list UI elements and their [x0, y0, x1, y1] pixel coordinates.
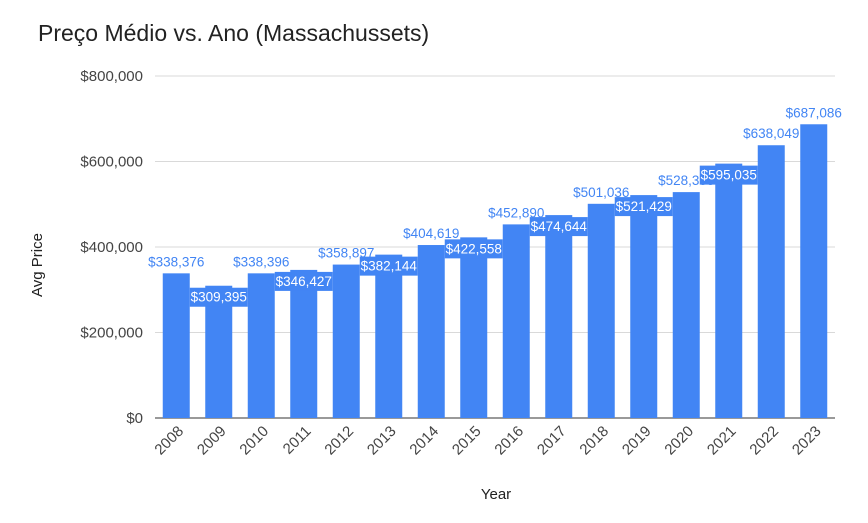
- x-tick-label: 2022: [746, 423, 782, 459]
- data-label-backdrop: [529, 217, 588, 237]
- data-label: $422,558: [446, 241, 502, 256]
- bar-2022: [757, 145, 785, 418]
- y-tick-label: $400,000: [80, 239, 143, 256]
- x-tick-label: 2015: [449, 423, 485, 459]
- bar-2017: [545, 215, 573, 418]
- data-labels: $338,376$309,395$338,396$346,427$358,897…: [148, 105, 842, 307]
- y-tick-label: $600,000: [80, 154, 143, 171]
- data-label: $474,644: [531, 219, 588, 234]
- bar-2011: [290, 269, 318, 418]
- x-tick-label: 2010: [236, 423, 272, 459]
- bar-2016: [502, 224, 530, 418]
- data-label-backdrop: [444, 239, 503, 259]
- data-label: $501,036: [573, 185, 629, 200]
- bar-2009: [205, 285, 233, 418]
- bar-2010: [247, 273, 275, 418]
- x-tick-label: 2017: [534, 423, 570, 459]
- bar-2012: [332, 264, 360, 418]
- x-axis-title: Year: [481, 486, 511, 503]
- data-label: $687,086: [786, 105, 842, 120]
- x-tick-label: 2013: [364, 423, 400, 459]
- data-label: $338,396: [233, 254, 289, 269]
- x-tick-label: 2021: [704, 423, 740, 459]
- data-label-backdrop: [699, 165, 758, 185]
- data-label: $382,144: [361, 259, 418, 274]
- x-tick-label: 2014: [406, 423, 442, 459]
- bar-2014: [417, 245, 445, 418]
- y-tick-label: $0: [126, 410, 143, 427]
- x-tick-label: 2020: [661, 423, 697, 459]
- y-axis-ticks: $0 $200,000 $400,000 $600,000 $800,000: [80, 68, 143, 427]
- bar-2023: [800, 124, 828, 418]
- x-tick-label: 2018: [576, 423, 612, 459]
- data-label-backdrop: [274, 271, 333, 291]
- x-tick-label: 2023: [789, 423, 825, 459]
- data-label: $595,035: [701, 168, 757, 183]
- data-label: $309,395: [191, 290, 247, 305]
- data-label-backdrop: [359, 256, 418, 276]
- data-label-backdrop: [614, 197, 673, 217]
- chart-title: Preço Médio vs. Ano (Massachussets): [38, 20, 430, 46]
- data-label: $521,429: [616, 199, 672, 214]
- x-axis-ticks: 2008 2009 2010 2011 2012 2013 2014 2015 2016 2017…: [151, 423, 824, 459]
- data-label: $338,376: [148, 254, 204, 269]
- y-tick-label: $200,000: [80, 325, 143, 342]
- bar-2021: [715, 163, 743, 418]
- bar-2019: [630, 195, 658, 418]
- bars: [162, 124, 828, 418]
- data-label: $638,049: [743, 126, 799, 141]
- bar-2018: [587, 203, 615, 418]
- bar-2020: [672, 192, 700, 418]
- bar-2015: [460, 237, 488, 418]
- x-tick-label: 2011: [280, 423, 315, 458]
- x-tick-label: 2012: [321, 423, 357, 459]
- data-label: $346,427: [276, 274, 332, 289]
- data-label-backdrop: [189, 287, 248, 307]
- x-tick-label: 2008: [151, 423, 187, 459]
- y-tick-label: $800,000: [80, 68, 143, 85]
- x-tick-label: 2009: [194, 423, 230, 459]
- x-tick-label: 2016: [491, 423, 527, 459]
- data-label: $452,890: [488, 205, 544, 220]
- bar-2008: [162, 273, 190, 418]
- y-axis-title: Avg Price: [29, 233, 46, 297]
- x-tick-label: 2019: [619, 423, 655, 459]
- data-label: $404,619: [403, 226, 459, 241]
- bar-2013: [375, 254, 403, 418]
